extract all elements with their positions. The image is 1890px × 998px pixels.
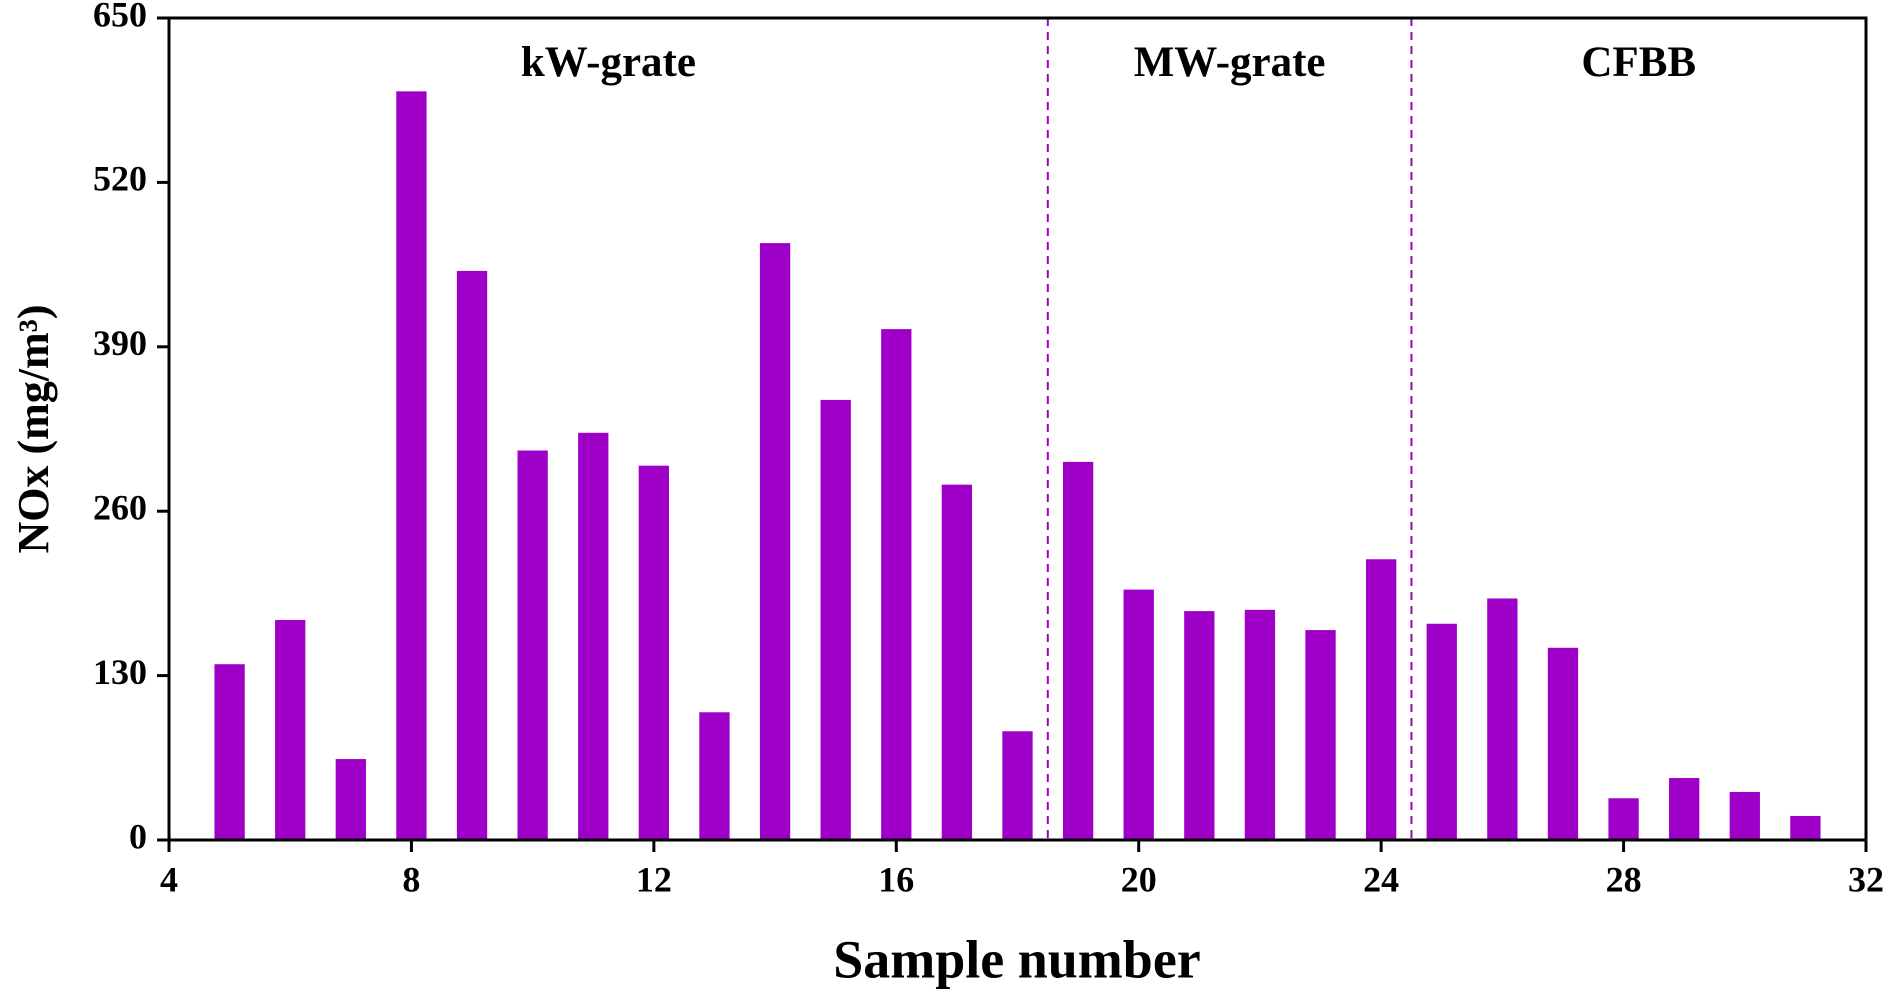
x-tick-label: 4 <box>160 859 178 899</box>
bar <box>517 450 548 840</box>
y-tick-label: 130 <box>93 652 147 692</box>
bar <box>699 712 730 840</box>
bar <box>941 484 973 840</box>
region-label: MW-grate <box>1134 39 1326 86</box>
plot-frame <box>167 16 1868 842</box>
x-tick-label: 16 <box>878 859 914 899</box>
bar <box>1305 630 1336 840</box>
bar <box>1547 647 1579 840</box>
bar <box>1123 589 1154 840</box>
x-tick-label: 20 <box>1121 859 1157 899</box>
bar <box>214 664 245 840</box>
bar <box>820 399 851 840</box>
bar <box>881 329 912 840</box>
y-tick-label: 650 <box>93 0 147 34</box>
bar <box>396 91 427 840</box>
x-tick-label: 28 <box>1606 859 1642 899</box>
bar <box>1608 798 1639 840</box>
x-tick-label: 24 <box>1363 859 1399 899</box>
bar <box>1002 731 1033 840</box>
x-axis-label: Sample number <box>833 929 1201 989</box>
bar <box>1729 791 1760 840</box>
bar <box>759 243 791 840</box>
region-label: kW-grate <box>521 39 696 86</box>
y-tick-label: 390 <box>93 323 147 363</box>
x-tick-label: 32 <box>1848 859 1884 899</box>
y-tick-label: 0 <box>129 816 147 856</box>
bar <box>1790 815 1821 840</box>
x-tick-label: 12 <box>636 859 672 899</box>
bar <box>1669 778 1700 840</box>
bar <box>1426 623 1457 840</box>
bar <box>1184 611 1215 840</box>
bar <box>638 465 670 840</box>
x-tick-label: 8 <box>402 859 420 899</box>
y-tick-label: 520 <box>93 159 147 199</box>
bar <box>1062 461 1094 840</box>
bar <box>1365 559 1397 840</box>
bar <box>578 432 609 840</box>
bar <box>456 270 488 840</box>
bar <box>1487 598 1518 840</box>
bar <box>275 619 306 840</box>
bar <box>1244 609 1276 840</box>
y-tick-label: 260 <box>93 487 147 527</box>
bar <box>335 759 366 840</box>
y-axis-label: NOx (mg/m³) <box>9 304 58 553</box>
region-label: CFBB <box>1581 39 1696 86</box>
